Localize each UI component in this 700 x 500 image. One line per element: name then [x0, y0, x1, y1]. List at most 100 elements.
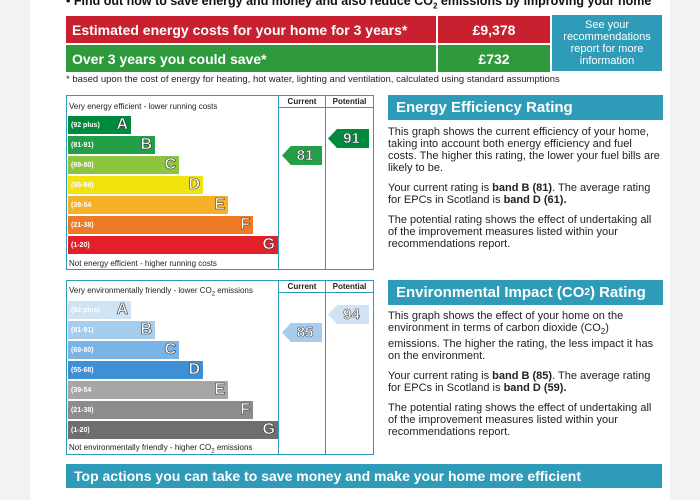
env-band-letter: C [164, 341, 176, 359]
env-panel-p2: Your current rating is band B (85). The … [388, 370, 663, 394]
energy-band-letter: E [214, 196, 225, 214]
env-band-range: (81-91) [71, 326, 94, 334]
page-headline: • Find out how to save energy and money … [66, 0, 651, 11]
energy-band-range: (55-68) [71, 181, 94, 189]
env-p2-current-band: band B (85) [492, 370, 553, 383]
energy-band-letter: C [164, 156, 176, 174]
env-title-sub: 2 [584, 287, 590, 298]
energy-band-letter: A [116, 116, 128, 134]
estimated-cost-value: £9,378 [438, 16, 550, 43]
env-band-letter: B [140, 321, 152, 339]
energy-chart-top-caption: Very energy efficient - lower running co… [69, 102, 218, 111]
page-margin-left [0, 0, 30, 500]
env-title-prefix: Environmental Impact (CO [396, 284, 585, 301]
env-band-letter: D [188, 361, 200, 379]
env-panel-title: Environmental Impact (CO 2) Rating [388, 280, 663, 305]
env-band-e: (39-54 E [68, 381, 228, 399]
energy-panel-p3: The potential rating shows the effect of… [388, 214, 652, 250]
env-band-b: (81-91) B [68, 321, 155, 339]
env-band-range: (1-20) [71, 426, 90, 434]
env-band-d: (55-68) D [68, 361, 203, 379]
energy-band-a: (92 plus) A [68, 116, 131, 134]
env-panel-text: This graph shows the effect of your home… [388, 310, 663, 446]
env-p1-sub: 2 [600, 327, 606, 337]
energy-potential-value: 91 [343, 130, 360, 148]
energy-band-f: (21-38) F [68, 216, 253, 234]
env-bottom-caption-suffix: emissions [214, 443, 253, 452]
energy-band-letter: B [140, 136, 152, 154]
energy-p2-current-band: band B (81) [492, 182, 553, 194]
energy-p2-average-band: band D (61). [503, 194, 567, 206]
env-panel-p3: The potential rating shows the effect of… [388, 402, 652, 439]
energy-p2-c: . The average rating for EPCs in Scotlan… [388, 182, 651, 206]
env-band-range: (92 plus) [71, 306, 100, 314]
headline-text-suffix: emissions by improving your home [437, 0, 652, 8]
see-recommendations-text: See your recommendations report for more… [563, 19, 651, 67]
energy-band-range: (39-54 [71, 201, 92, 209]
env-current-value: 85 [296, 324, 314, 342]
env-p1-b: ) emissions. The higher the rating, the … [388, 322, 654, 363]
energy-band-b: (81-91) B [68, 136, 155, 154]
env-current-header: Current [287, 282, 317, 291]
energy-potential-arrow: 91 [328, 129, 369, 148]
energy-band-range: (21-38) [71, 221, 94, 229]
env-header-line [278, 292, 373, 293]
env-chart-top-caption: Very environmentally friendly - lower CO… [69, 286, 253, 298]
energy-panel-title: Energy Efficiency Rating [388, 95, 663, 120]
page-margin-right [670, 0, 700, 500]
env-band-range: (69-80) [71, 346, 94, 354]
env-p2-a: Your current rating is [388, 370, 493, 383]
env-panel-p1: This graph shows the effect of your home… [388, 310, 663, 362]
energy-efficiency-chart: Very energy efficient - lower running co… [66, 95, 374, 270]
savings-value: £732 [438, 45, 550, 72]
env-band-range: (39-54 [71, 386, 92, 394]
headline-text-prefix: Find out how to save energy and money an… [73, 0, 433, 8]
env-potential-value: 94 [343, 306, 360, 324]
see-recommendations-box[interactable]: See your recommendations report for more… [552, 15, 662, 71]
energy-panel-text: This graph shows the current efficiency … [388, 126, 663, 258]
energy-band-g: (1-20) G [68, 236, 278, 254]
headline-subscript: 2 [432, 1, 438, 11]
energy-band-e: (39-54 E [68, 196, 228, 214]
env-band-letter: F [240, 401, 250, 419]
bullet: • [66, 0, 74, 8]
env-bottom-caption-sub: 2 [211, 448, 215, 455]
energy-band-letter: D [188, 176, 200, 194]
energy-band-range: (81-91) [71, 141, 94, 149]
energy-band-letter: G [262, 236, 275, 254]
env-band-a: (92 plus) A [68, 301, 131, 319]
energy-band-letter: F [240, 216, 250, 234]
energy-current-header: Current [287, 97, 317, 106]
energy-band-c: (69-80) C [68, 156, 179, 174]
energy-current-value: 81 [296, 147, 314, 165]
env-p2-c: . The average rating for EPCs in Scotlan… [388, 370, 651, 395]
energy-potential-header: Potential [332, 97, 367, 106]
env-band-c: (69-80) C [68, 341, 179, 359]
env-potential-header: Potential [332, 282, 367, 291]
env-col-divider-2 [325, 281, 326, 454]
env-current-arrow: 85 [282, 323, 322, 342]
env-bottom-caption-prefix: Not environmentally friendly - higher CO [69, 443, 212, 452]
energy-band-d: (55-68) D [68, 176, 203, 194]
energy-band-range: (92 plus) [71, 121, 100, 129]
savings-row: Over 3 years you could save* £732 [66, 45, 550, 72]
energy-current-arrow: 81 [282, 146, 322, 165]
env-band-letter: E [214, 381, 225, 399]
energy-col-divider-2 [325, 96, 326, 269]
energy-p2-a: Your current rating is [388, 182, 493, 194]
energy-panel-p1: This graph shows the current efficiency … [388, 126, 660, 174]
energy-header-line [278, 107, 373, 108]
env-p2-average-band: band D (59). [503, 382, 567, 395]
env-col-divider-1 [278, 281, 279, 454]
estimated-cost-row: Estimated energy costs for your home for… [66, 16, 550, 43]
energy-panel-p2: Your current rating is band B (81). The … [388, 182, 663, 206]
energy-chart-bottom-caption: Not energy efficient - higher running co… [69, 259, 217, 268]
env-top-caption-prefix: Very environmentally friendly - lower CO [69, 286, 212, 295]
env-potential-arrow: 94 [328, 305, 369, 324]
env-band-range: (21-38) [71, 406, 94, 414]
env-band-f: (21-38) F [68, 401, 253, 419]
env-chart-bottom-caption: Not environmentally friendly - higher CO… [69, 443, 252, 455]
env-band-letter: A [116, 301, 128, 319]
env-band-range: (55-68) [71, 366, 94, 374]
env-title-suffix: ) Rating [589, 284, 646, 301]
